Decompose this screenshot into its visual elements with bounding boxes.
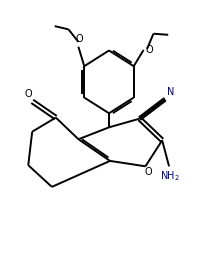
Text: N: N: [167, 87, 175, 97]
Text: O: O: [145, 167, 152, 177]
Text: O: O: [146, 45, 153, 55]
Text: NH$_2$: NH$_2$: [160, 169, 180, 183]
Text: O: O: [75, 34, 83, 44]
Text: O: O: [24, 89, 32, 99]
